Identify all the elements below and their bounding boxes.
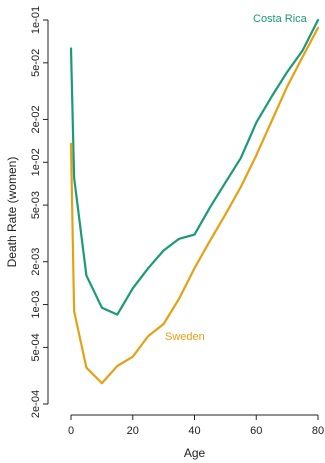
y-axis-title: Death Rate (women) bbox=[5, 157, 19, 268]
x-axis: 0 20 40 60 80 bbox=[68, 414, 324, 437]
y-tick-label: 1e-01 bbox=[30, 6, 42, 34]
x-tick-label: 40 bbox=[188, 425, 200, 437]
y-axis: 2e-04 5e-04 1e-03 2e-03 5e-03 1e-02 2e-02 5e-02… bbox=[30, 6, 49, 418]
y-tick-label: 2e-03 bbox=[30, 248, 42, 276]
y-tick-label: 2e-02 bbox=[30, 105, 42, 133]
series-line-sweden bbox=[69, 26, 320, 385]
series-line-costa-rica bbox=[69, 18, 320, 316]
x-tick-label: 0 bbox=[68, 425, 74, 437]
x-tick-label: 20 bbox=[127, 425, 139, 437]
series-layer bbox=[69, 18, 320, 385]
y-tick-label: 5e-04 bbox=[30, 333, 42, 361]
y-tick-label: 5e-03 bbox=[30, 191, 42, 219]
y-tick-label: 2e-04 bbox=[30, 390, 42, 418]
y-tick-label: 1e-03 bbox=[30, 290, 42, 318]
series-labels: Costa Rica Sweden bbox=[165, 13, 308, 343]
y-tick-label: 5e-02 bbox=[30, 49, 42, 77]
series-label-costa-rica: Costa Rica bbox=[253, 13, 308, 25]
x-axis-title: Age bbox=[184, 446, 206, 460]
series-label-sweden: Sweden bbox=[165, 331, 205, 343]
x-tick-label: 80 bbox=[312, 425, 324, 437]
x-tick-label: 60 bbox=[250, 425, 262, 437]
y-tick-label: 1e-02 bbox=[30, 148, 42, 176]
